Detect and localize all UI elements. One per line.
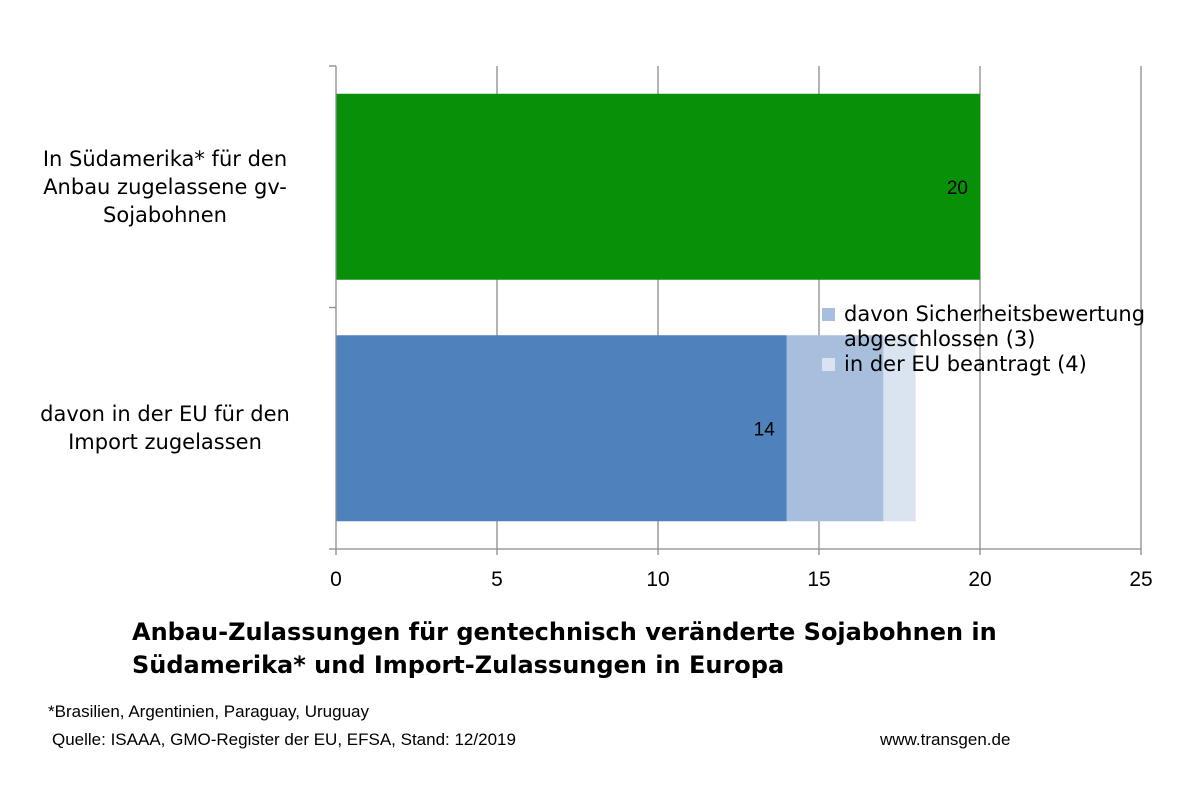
bar-segment: [336, 335, 787, 522]
category-label-eu-import: davon in der EU für den Import zugelasse…: [20, 400, 310, 456]
chart-legend: davon Sicherheitsbewertung abgeschlossen…: [822, 302, 1182, 377]
legend-label-line: in der EU beantragt (4): [844, 352, 1087, 376]
category-label-line: In Südamerika* für den: [42, 147, 288, 171]
chart-title: Anbau-Zulassungen für gentechnisch verän…: [132, 616, 1172, 682]
bar-segment: [883, 335, 916, 522]
legend-label-line: abgeschlossen (3): [844, 327, 1036, 351]
x-tick-label: 10: [646, 568, 669, 591]
legend-item-safety-assessment: davon Sicherheitsbewertung abgeschlossen…: [822, 302, 1182, 352]
bar-segment: [336, 93, 980, 280]
legend-label-line: davon Sicherheitsbewertung: [844, 302, 1146, 326]
x-tick-label: 20: [968, 568, 991, 591]
website-link[interactable]: www.transgen.de: [880, 730, 1011, 749]
category-label-line: Sojabohnen: [103, 203, 227, 227]
chart-title-line: Südamerika* und Import-Zulassungen in Eu…: [132, 651, 785, 679]
source-note: Quelle: ISAAA, GMO-Register der EU, EFSA…: [52, 730, 516, 749]
footnote: *Brasilien, Argentinien, Paraguay, Urugu…: [48, 702, 369, 721]
x-tick-label: 25: [1129, 568, 1152, 591]
category-label-line: Anbau zugelassene gv-: [43, 175, 287, 199]
data-label: 14: [754, 419, 776, 440]
x-tick-label: 0: [330, 568, 342, 591]
x-tick-label: 15: [807, 568, 830, 591]
chart-title-line: Anbau-Zulassungen für gentechnisch verän…: [132, 618, 997, 646]
legend-swatch: [822, 308, 835, 321]
category-label-line: Import zugelassen: [68, 430, 262, 454]
legend-swatch: [822, 358, 835, 371]
category-label-line: davon in der EU für den: [40, 402, 290, 426]
data-label: 20: [947, 178, 968, 199]
bar-segment: [786, 335, 884, 522]
legend-item-applied-eu: in der EU beantragt (4): [822, 352, 1182, 377]
category-label-south-america: In Südamerika* für den Anbau zugelassene…: [20, 145, 310, 229]
x-tick-label: 5: [491, 568, 503, 591]
